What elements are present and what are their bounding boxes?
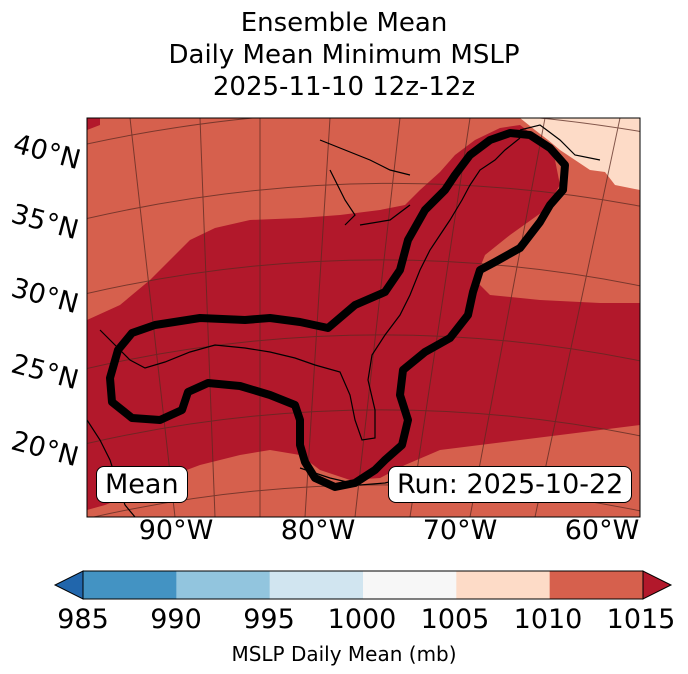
lon-label-90w: 90°W	[138, 515, 214, 546]
colorbar-segment	[456, 571, 551, 599]
colorbar-extend-high	[642, 570, 673, 600]
map-area	[87, 118, 640, 517]
colorbar-tick-985: 985	[57, 604, 109, 635]
colorbar-frame	[82, 570, 644, 600]
mslp-field-1005-1010	[520, 118, 640, 190]
colorbar-label: MSLP Daily Mean (mb)	[231, 642, 457, 666]
title-line-1: Ensemble Mean	[240, 8, 448, 38]
lon-label-80w: 80°W	[280, 515, 356, 546]
colorbar-segment	[83, 571, 177, 599]
mslp-field-dark-band	[87, 118, 640, 510]
coastlines	[87, 124, 601, 517]
colorbar-tick-1010: 1010	[513, 604, 583, 635]
title-line-2: Daily Mean Minimum MSLP	[168, 40, 520, 70]
colorbar-segment	[176, 571, 271, 599]
lon-label-70w: 70°W	[422, 515, 498, 546]
mean-label-box: Mean	[96, 466, 188, 503]
colorbar-tick-1005: 1005	[420, 604, 490, 635]
colorbar-segment	[269, 571, 364, 599]
colorbar-extend-low	[53, 570, 84, 600]
colorbar-segment	[549, 571, 644, 599]
colorbar-tick-995: 995	[243, 604, 295, 635]
colorbar	[53, 570, 673, 600]
mslp-contour	[106, 129, 569, 491]
colorbar-segment	[363, 571, 457, 599]
colorbar-tick-1000: 1000	[327, 604, 397, 635]
lon-label-60w: 60°W	[564, 515, 640, 546]
colorbar-tick-1015: 1015	[606, 604, 676, 635]
colorbar-tick-990: 990	[150, 604, 202, 635]
run-date-box: Run: 2025-10-22	[388, 466, 633, 503]
map-frame	[86, 117, 641, 518]
title-line-3: 2025-11-10 12z-12z	[212, 72, 476, 102]
